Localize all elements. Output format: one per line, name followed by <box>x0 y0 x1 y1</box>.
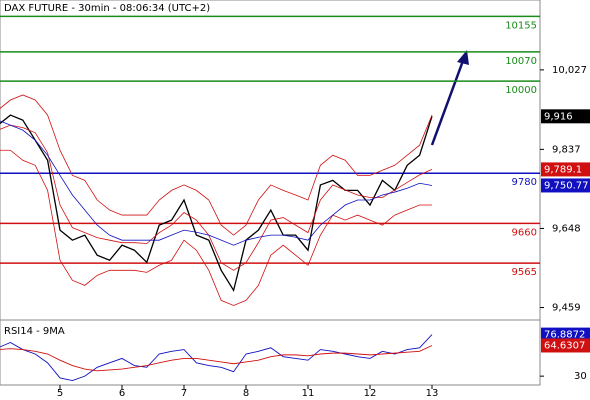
series-line <box>0 114 433 293</box>
x-tick-label: 8 <box>243 388 249 399</box>
x-tick-label: 13 <box>426 388 439 399</box>
level-label: 10070 <box>505 56 537 67</box>
chart-title: DAX FUTURE - 30min - 08:06:34 (UTC+2) <box>4 3 210 14</box>
level-label: 9660 <box>512 227 537 238</box>
last-value-label: 9,789.1 <box>544 164 582 175</box>
y-tick-label: 30 <box>574 371 587 382</box>
x-tick-label: 7 <box>181 388 187 399</box>
y-tick-label: 9,648 <box>552 223 581 234</box>
last-value-box <box>541 178 590 193</box>
last-value-box <box>541 338 590 353</box>
y-tick-label: 9,837 <box>552 144 581 155</box>
series-line <box>0 124 433 271</box>
x-tick-label: 11 <box>302 388 315 399</box>
level-label: 9780 <box>512 177 537 188</box>
plot-frame <box>0 0 541 386</box>
last-value-box <box>541 327 590 342</box>
x-tick-label: 12 <box>364 388 377 399</box>
last-value-label: 64.6307 <box>544 340 585 351</box>
rsi-title: RSI14 - 9MA <box>4 326 65 337</box>
series-line <box>0 120 433 246</box>
level-label: 9565 <box>512 267 537 278</box>
last-value-box <box>541 162 590 177</box>
last-value-box <box>541 109 590 124</box>
y-tick-label: 9,459 <box>552 303 581 314</box>
series-line <box>0 334 433 382</box>
level-label: 10000 <box>505 85 537 96</box>
x-tick-label: 6 <box>119 388 125 399</box>
series-line <box>0 345 433 372</box>
last-value-label: 9,750.77 <box>544 180 589 191</box>
last-value-label: 76.8872 <box>544 330 585 341</box>
y-tick-label: 10,027 <box>552 65 587 76</box>
x-tick-label: 5 <box>57 388 63 399</box>
series-line <box>0 149 432 306</box>
arrow-head <box>457 50 469 65</box>
last-value-label: 9,916 <box>544 111 573 122</box>
series-line <box>0 94 433 236</box>
trend-arrow <box>430 57 466 146</box>
level-label: 10155 <box>505 20 537 31</box>
